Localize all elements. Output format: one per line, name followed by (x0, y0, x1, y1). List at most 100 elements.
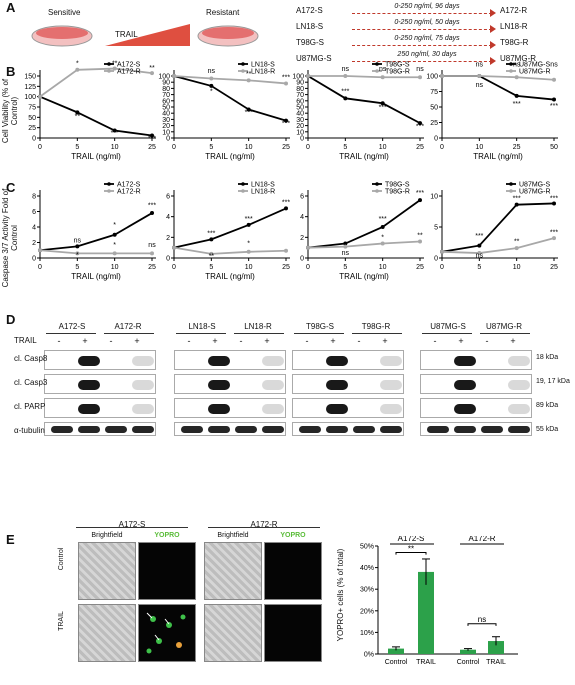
significance-label: ns (476, 252, 484, 259)
significance-label: ** (149, 65, 155, 72)
series-line (173, 75, 287, 122)
blot-band (208, 404, 230, 414)
blot-band (380, 356, 402, 366)
data-point (514, 93, 519, 98)
micro-left-rule (76, 527, 188, 528)
y-tick-label: 4 (32, 225, 36, 232)
micro-r-trail-yopro (264, 604, 322, 662)
blot-strip (44, 350, 156, 370)
x-tick-label: 0 (440, 264, 444, 271)
y-tick-label: 20 (162, 123, 170, 130)
x-tick-label: 5 (209, 144, 213, 151)
blot-group-rule (422, 333, 472, 334)
trail-sign: + (458, 336, 464, 346)
resistant-line: T98G-R (500, 38, 529, 47)
blot-row-label: cl. Casp3 (14, 378, 48, 387)
trail-sign: - (305, 336, 309, 346)
blot-band (380, 380, 402, 390)
data-point (209, 237, 214, 242)
derivation-arrow (352, 29, 492, 30)
data-point (380, 241, 385, 246)
y-tick-label: 25 (430, 120, 438, 127)
x-tick-label: 25 (416, 264, 424, 271)
trail-sign: - (433, 336, 437, 346)
data-point (112, 251, 117, 256)
series-line (441, 202, 555, 253)
line-chart-b-4: 0 25 50 75 100 0 10 25 50 TRAIL (ng/ml) U87MG-SU87… (426, 62, 558, 162)
legend-marker (107, 62, 111, 66)
significance-label: *** (341, 88, 349, 95)
data-point (150, 71, 154, 76)
blot-strip (420, 374, 532, 394)
significance-label: *** (111, 130, 119, 137)
x-axis-label: TRAIL (ng/ml) (473, 152, 523, 161)
x-axis-label: TRAIL (ng/ml) (339, 152, 389, 161)
legend-label: LN18-R (251, 189, 275, 196)
blot-band (105, 426, 127, 433)
y-tick-label: 90 (162, 80, 170, 87)
blot-strip (292, 398, 404, 418)
y-tick-label: 2 (32, 240, 36, 247)
blot-strip (44, 422, 156, 436)
y-tick-label: 0 (300, 256, 304, 263)
y-tick-label: 10% (360, 630, 374, 637)
bar (460, 649, 476, 654)
panel-a-schematic (31, 24, 259, 47)
panel-d-letter: D (6, 312, 16, 327)
y-tick-label: 40 (162, 111, 170, 118)
y-tick-label: 0 (32, 256, 36, 263)
blot-band (208, 356, 230, 366)
micro-s-trail-brightfield (78, 604, 136, 662)
group-label-s: A172-S (398, 536, 425, 543)
x-tick-label: 0 (38, 144, 42, 151)
trail-sign: - (57, 336, 61, 346)
y-tick-label: 0 (434, 136, 438, 143)
legend-marker (509, 62, 513, 66)
y-tick-label: 75 (430, 89, 438, 96)
x-tick-label: 5 (477, 264, 481, 271)
y-tick-label: 20 (296, 123, 304, 130)
y-tick-label: 100 (158, 74, 170, 81)
data-point (75, 110, 80, 115)
data-point (440, 74, 444, 78)
micro-s-control-brightfield (78, 542, 136, 600)
trail-sign: - (485, 336, 489, 346)
x-tick-label: 10 (379, 144, 387, 151)
y-tick-label: 2 (300, 235, 304, 242)
blot-band (208, 380, 230, 390)
blot-row-label: α-tubulin (14, 426, 45, 435)
x-tick-label: 25 (416, 144, 424, 151)
significance-label: *** (282, 121, 290, 128)
x-tick-label: Control (457, 659, 480, 666)
micro-left-title: A172-S (118, 520, 146, 529)
y-tick-label: 90 (296, 80, 304, 87)
data-point (380, 101, 385, 106)
y-tick-label: 80 (162, 86, 170, 93)
yopro-label-1: YOPRO (154, 532, 180, 539)
trail-sign: + (510, 336, 516, 346)
blot-strip (292, 374, 404, 394)
derivation-arrow (352, 45, 492, 46)
blot-group-rule (480, 333, 530, 334)
data-point (418, 239, 422, 244)
significance-label: ns (550, 62, 558, 69)
data-point (209, 76, 214, 81)
micro-r-control-yopro (264, 542, 322, 600)
y-tick-label: 70 (162, 92, 170, 99)
significance-label: ** (112, 61, 118, 68)
data-point (246, 222, 251, 227)
legend-label: A172-S (117, 62, 141, 69)
y-tick-label: 100 (292, 74, 304, 81)
panel-e-letter: E (6, 532, 15, 547)
data-point (172, 74, 176, 78)
legend-marker (375, 62, 379, 66)
y-tick-label: 125 (24, 84, 36, 91)
significance-label: *** (379, 104, 387, 111)
y-tick-label: 80 (296, 86, 304, 93)
data-point (552, 236, 556, 241)
blot-band (181, 426, 203, 433)
x-tick-label: 5 (209, 264, 213, 271)
blot-group-label-s: LN18-S (188, 322, 216, 331)
brightfield-label-2: Brightfield (217, 532, 249, 539)
